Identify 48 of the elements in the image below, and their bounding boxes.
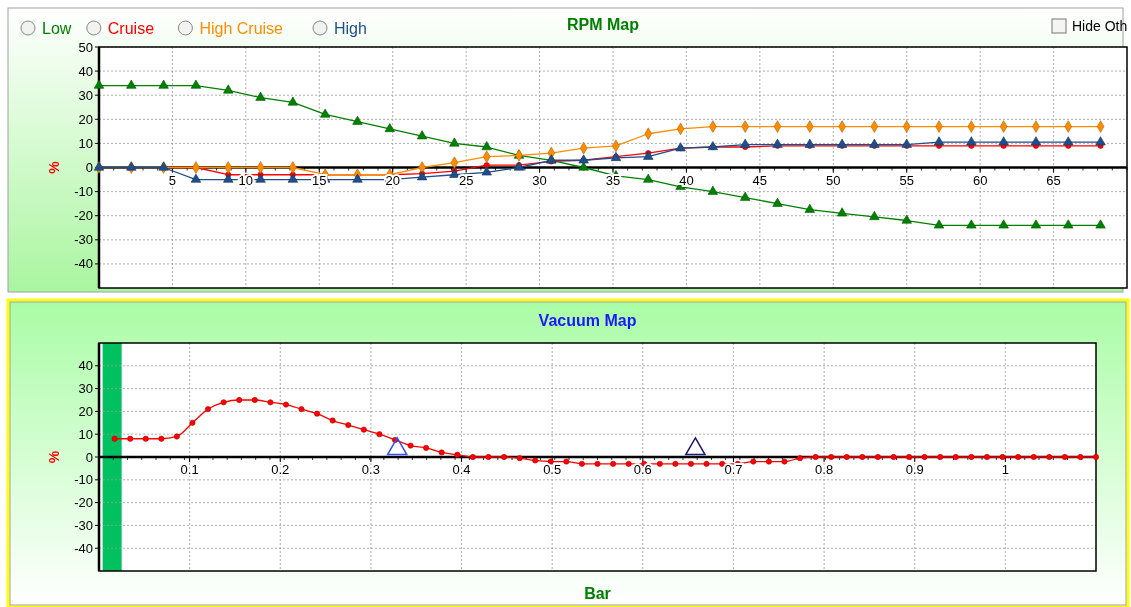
x-tick-label: 0.5	[543, 462, 562, 477]
x-tick-label: 60	[972, 172, 988, 188]
y-tick-label: -10	[74, 472, 93, 488]
x-tick-label: 0.7	[724, 462, 743, 477]
text: Cruise	[107, 19, 155, 37]
x-tick-label: 0.4	[452, 462, 471, 477]
y-tick-label: 40	[78, 63, 93, 79]
y-tick-label: -30	[74, 232, 93, 248]
y-tick-label: -10	[74, 184, 93, 200]
x-tick-label: 25	[458, 172, 474, 188]
x-tick-label: 65	[1046, 172, 1061, 188]
x-tick-label: 45	[752, 172, 768, 188]
x-tick-label: 0.1	[180, 462, 199, 477]
chart-title: RPM Map	[567, 16, 640, 33]
x-tick-label: 50	[826, 172, 841, 188]
y-tick-label: -40	[74, 540, 93, 556]
y-axis-title: %	[46, 450, 62, 464]
y-tick-label: 20	[78, 403, 93, 419]
y-tick-label: 0	[85, 160, 93, 176]
chart-title: Vacuum Map	[538, 312, 637, 329]
y-axis-title: %	[46, 160, 62, 174]
x-tick-label: 55	[899, 172, 914, 188]
y-tick-label: 0	[85, 449, 93, 465]
text: High	[334, 19, 367, 37]
text: Hide Oth	[1072, 17, 1128, 34]
y-tick-label: 40	[78, 358, 93, 374]
x-tick-label: 0.9	[905, 462, 924, 477]
y-tick-label: 30	[78, 381, 93, 397]
y-tick-label: -40	[74, 256, 93, 272]
y-tick-label: 20	[78, 111, 93, 127]
x-tick-label: 5	[168, 172, 177, 188]
text: High Cruise	[199, 19, 284, 37]
y-tick-label: -20	[74, 208, 93, 224]
y-tick-label: -30	[74, 517, 93, 533]
y-tick-label: 50	[78, 39, 93, 55]
x-tick-label: 1	[1001, 462, 1009, 477]
x-tick-label: 0.2	[271, 462, 290, 477]
y-tick-label: 30	[78, 87, 93, 103]
x-tick-label: 0.6	[633, 462, 652, 477]
x-tick-label: 30	[532, 172, 547, 188]
text: Low	[42, 19, 72, 37]
x-tick-label: 0.8	[815, 462, 834, 477]
x-tick-label: 40	[679, 172, 694, 188]
x-axis-title: Bar	[584, 585, 611, 602]
y-tick-label: 10	[78, 426, 93, 442]
x-tick-label: 0.3	[361, 462, 380, 477]
y-tick-label: -20	[74, 495, 93, 511]
y-tick-label: 10	[78, 135, 93, 151]
